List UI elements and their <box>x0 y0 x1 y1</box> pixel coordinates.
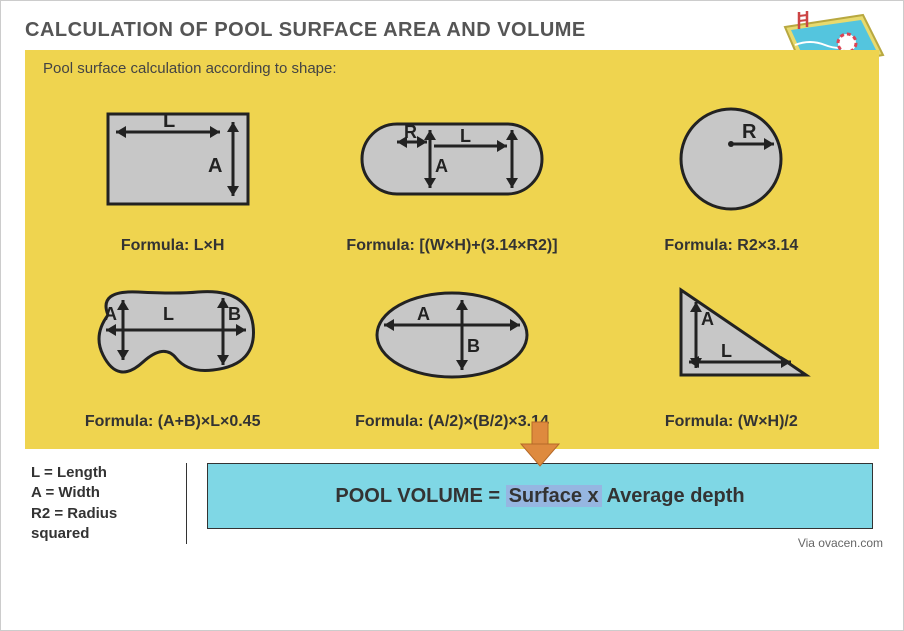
svg-text:B: B <box>467 336 480 356</box>
label-A: A <box>208 155 222 177</box>
formula-stadium: Formula: [(W×H)+(3.14×R2)] <box>346 237 557 255</box>
formulas-panel: Pool surface calculation according to sh… <box>25 50 879 449</box>
shape-kidney: A B L Formula: (A+B)×L×0.45 <box>43 265 302 431</box>
volume-formula-box: POOL VOLUME = Surface x Average depth <box>207 463 873 529</box>
svg-text:A: A <box>435 156 448 176</box>
svg-text:L: L <box>721 341 732 361</box>
page-title: CALCULATION OF POOL SURFACE AREA AND VOL… <box>25 19 879 42</box>
label-L: L <box>163 110 175 132</box>
formula-circle: Formula: R2×3.14 <box>664 237 798 255</box>
shape-rectangle: L A Formula: L×H <box>43 89 302 255</box>
legend-L: L = Length <box>31 463 172 483</box>
formula-triangle: Formula: (W×H)/2 <box>665 413 798 431</box>
divider <box>186 463 187 544</box>
credit-text: Via ovacen.com <box>798 536 883 550</box>
svg-text:A: A <box>701 309 714 329</box>
legend-R2: R2 = Radius squared <box>31 504 172 545</box>
shape-triangle: A L Formula: (W×H)/2 <box>602 265 861 431</box>
volume-equals: = <box>483 485 506 507</box>
svg-text:A: A <box>104 304 117 324</box>
svg-text:A: A <box>417 304 430 324</box>
shape-circle: R Formula: R2×3.14 <box>602 89 861 255</box>
legend: L = Length A = Width R2 = Radius squared <box>31 463 186 544</box>
formula-rectangle: Formula: L×H <box>121 237 225 255</box>
volume-prefix: POOL VOLUME <box>335 485 482 507</box>
svg-text:L: L <box>460 126 471 146</box>
formula-kidney: Formula: (A+B)×L×0.45 <box>85 413 261 431</box>
svg-text:B: B <box>228 304 241 324</box>
shape-stadium: R L A <box>322 89 581 255</box>
panel-subtitle: Pool surface calculation according to sh… <box>43 60 861 77</box>
svg-text:R: R <box>742 121 757 143</box>
legend-A: A = Width <box>31 483 172 503</box>
svg-text:R: R <box>404 122 417 142</box>
shape-ellipse: A B Formula: (A/2)×(B/2)×3.14 <box>322 265 581 431</box>
volume-highlight: Surface x <box>506 485 602 507</box>
arrow-down-icon <box>515 420 565 474</box>
volume-suffix: Average depth <box>602 485 745 507</box>
svg-text:L: L <box>163 304 174 324</box>
